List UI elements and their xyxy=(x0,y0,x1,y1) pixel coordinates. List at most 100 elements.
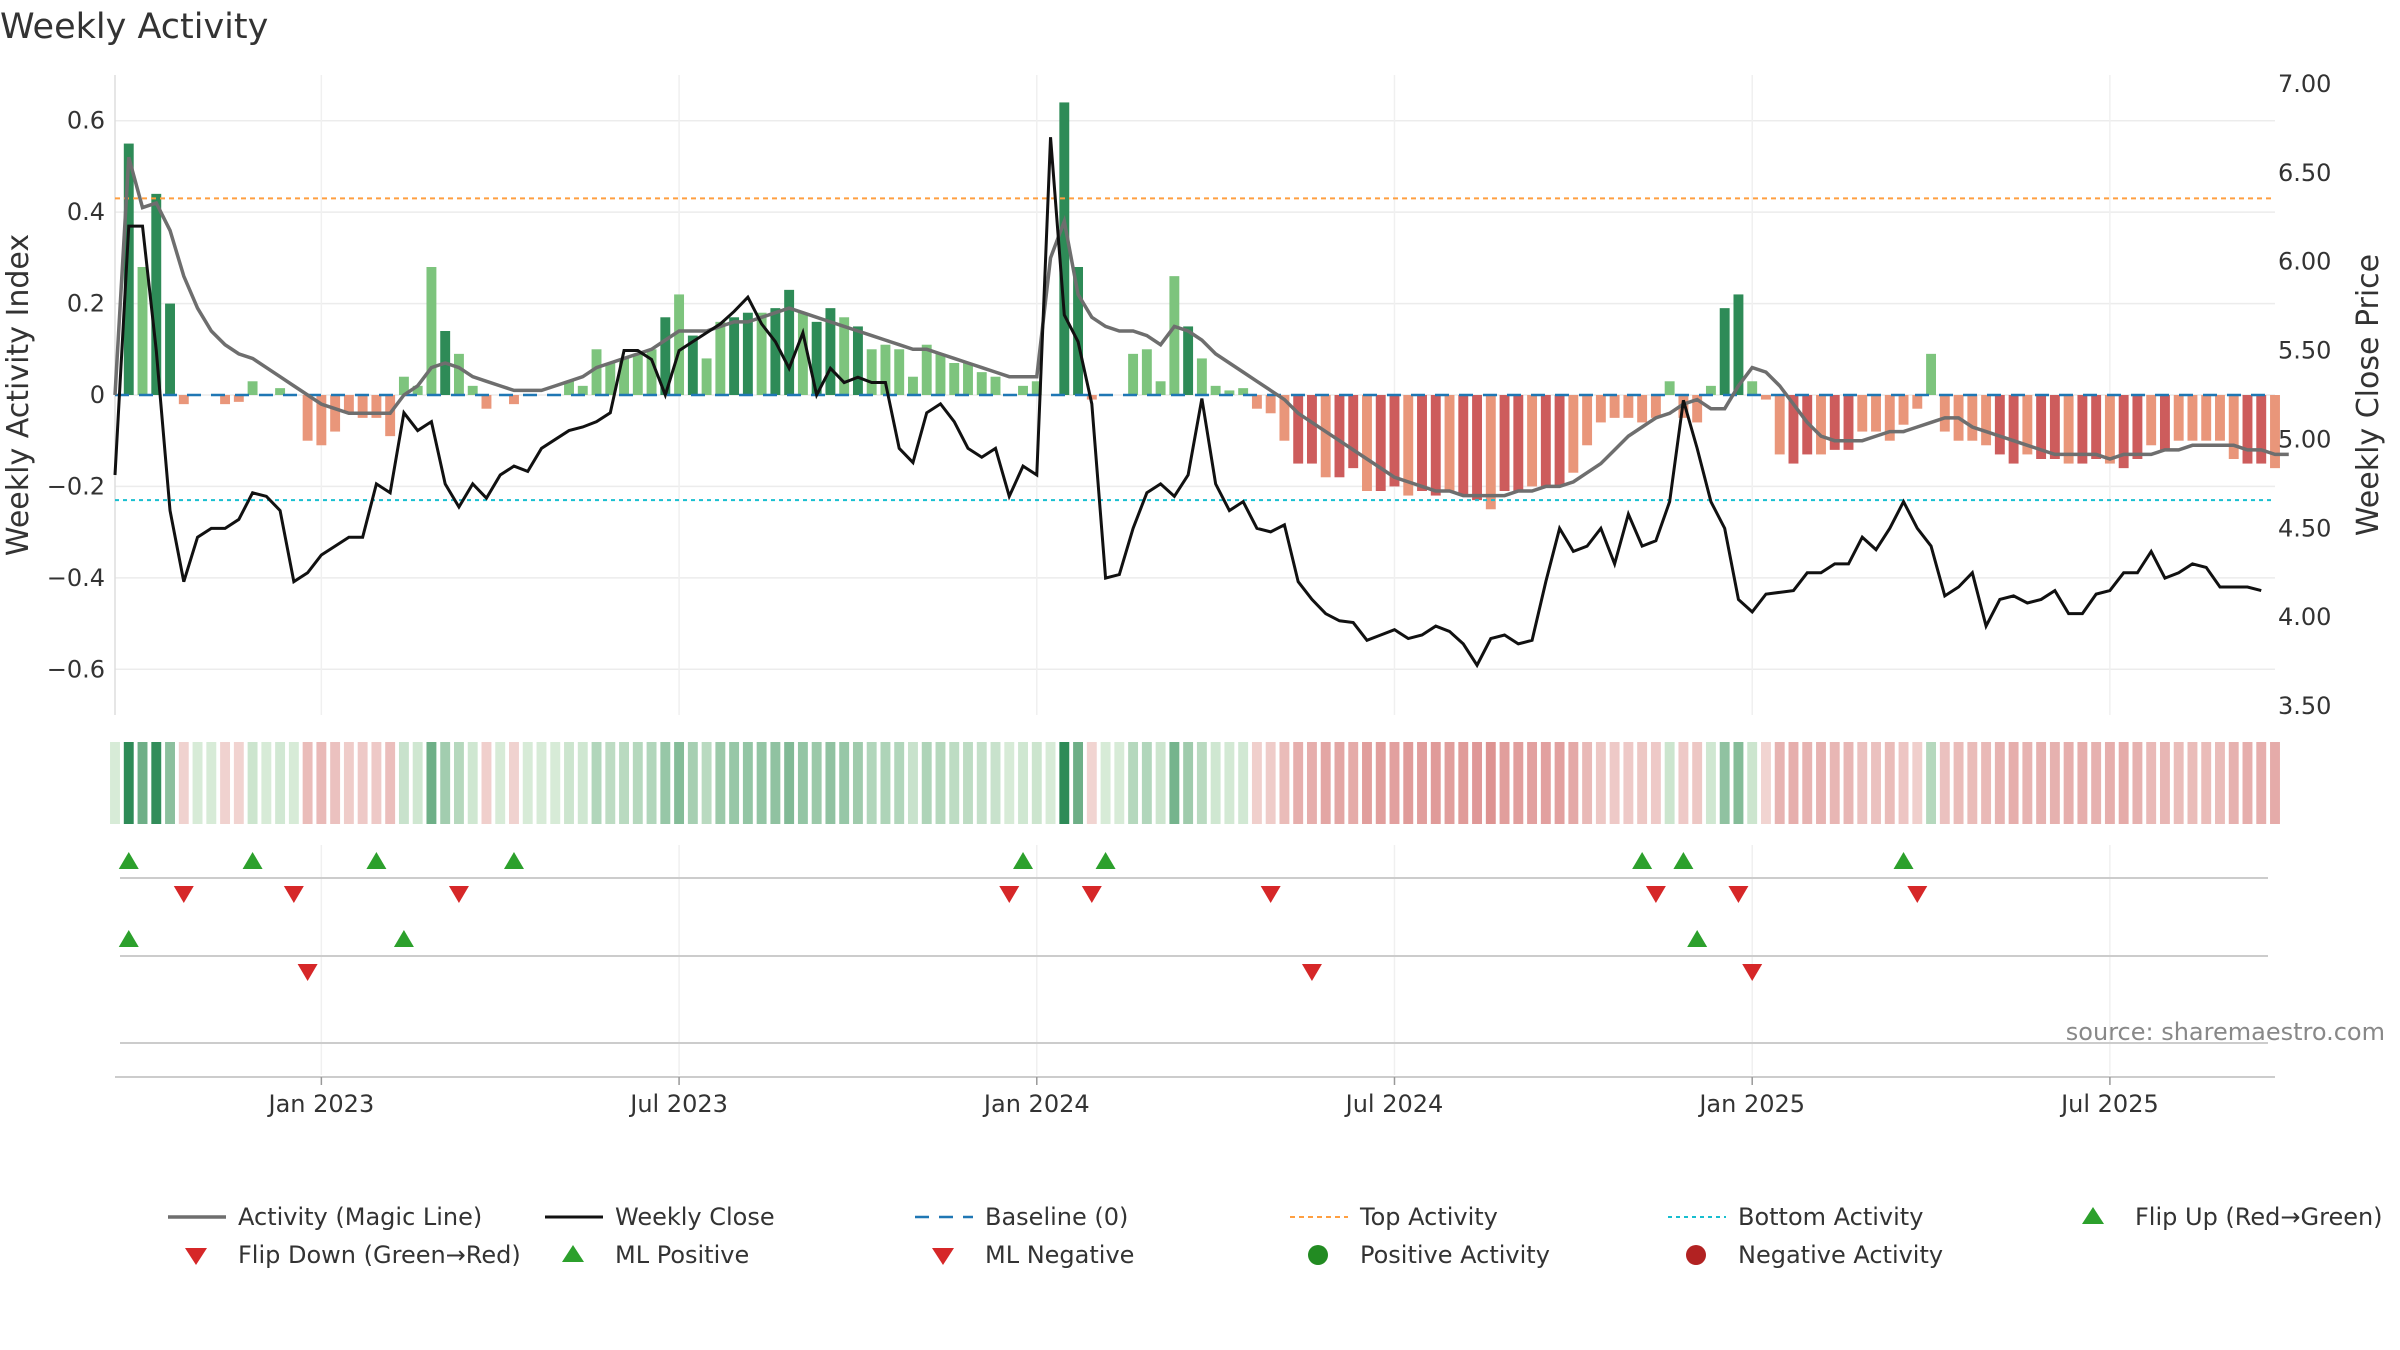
activity-bar xyxy=(1031,381,1042,395)
activity-bar xyxy=(1994,395,2005,455)
strip-cell xyxy=(2063,742,2074,824)
activity-bar xyxy=(1939,395,1950,432)
legend-label: Flip Up (Red→Green) xyxy=(2135,1203,2383,1231)
activity-bar xyxy=(412,385,423,395)
activity-bar xyxy=(605,363,616,395)
activity-bar xyxy=(1857,395,1868,432)
strip-cell xyxy=(123,742,134,824)
activity-bar xyxy=(646,349,657,395)
strip-cell xyxy=(1788,742,1799,824)
legend-label: Top Activity xyxy=(1359,1203,1498,1231)
strip-cell xyxy=(440,742,451,824)
strip-cell xyxy=(2187,742,2198,824)
strip-cell xyxy=(481,742,492,824)
strip-cell xyxy=(1568,742,1579,824)
activity-bar xyxy=(1430,395,1441,496)
strip-cell xyxy=(151,742,162,824)
activity-bar xyxy=(509,395,519,405)
activity-bar xyxy=(990,376,1001,395)
activity-bar xyxy=(591,349,602,395)
strip-cell xyxy=(233,742,244,824)
strip-cell xyxy=(357,742,368,824)
activity-bar xyxy=(2104,395,2115,464)
flip-up-marker xyxy=(1673,852,1694,869)
strip-cell xyxy=(467,742,478,824)
legend-label: Baseline (0) xyxy=(985,1203,1128,1231)
activity-bar xyxy=(2036,395,2047,459)
strip-cell xyxy=(1871,742,1881,824)
activity-bar xyxy=(674,294,685,395)
activity-bar xyxy=(1967,395,1978,441)
magic-line-series xyxy=(113,156,2289,498)
activity-bar xyxy=(1540,395,1551,487)
strip-cell xyxy=(1018,742,1028,824)
strip-cell xyxy=(2228,742,2239,824)
strip-cell xyxy=(1238,742,1249,824)
strip-cell xyxy=(165,742,175,824)
strip-cell xyxy=(1100,742,1111,824)
activity-bar xyxy=(2201,395,2212,441)
activity-bar xyxy=(1719,308,1730,395)
strip-cell xyxy=(192,742,203,824)
strip-cell xyxy=(1128,742,1139,824)
strip-cell xyxy=(1719,742,1730,824)
activity-bar xyxy=(302,395,313,441)
activity-bar xyxy=(1774,395,1785,455)
strip-cell xyxy=(605,742,616,824)
activity-bar xyxy=(385,395,396,437)
strip-cell xyxy=(453,742,464,824)
activity-bar xyxy=(1761,395,1771,400)
activity-bar xyxy=(687,335,698,395)
activity-bar xyxy=(220,395,231,405)
strip-cell xyxy=(1169,742,1180,824)
strip-cell xyxy=(1141,742,1152,824)
strip-cell xyxy=(1664,742,1675,824)
strip-cell xyxy=(1774,742,1785,824)
strip-cell xyxy=(1637,742,1648,824)
strip-cell xyxy=(1430,742,1441,824)
strip-cell xyxy=(1953,742,1964,824)
activity-bar xyxy=(2270,395,2280,469)
strip-cell xyxy=(591,742,602,824)
legend-label: Negative Activity xyxy=(1738,1241,1943,1269)
chart-title: Weekly Activity xyxy=(0,7,268,47)
activity-bar xyxy=(921,344,932,395)
y2-tick-label: 7.00 xyxy=(2278,70,2331,98)
strip-cell xyxy=(1472,742,1482,824)
activity-bar xyxy=(1485,395,1496,510)
strip-cell xyxy=(990,742,1001,824)
legend-symbol xyxy=(932,1248,954,1265)
strip-cell xyxy=(1623,742,1634,824)
strip-cell xyxy=(2173,742,2184,824)
x-tick-label: Jul 2025 xyxy=(2059,1090,2159,1118)
activity-bar xyxy=(1417,395,1427,491)
strip-cell xyxy=(564,742,574,824)
activity-bar xyxy=(2049,395,2060,459)
strip-cell xyxy=(1912,742,1923,824)
activity-bar xyxy=(1224,390,1235,395)
activity-bar xyxy=(852,326,863,395)
strip-cell xyxy=(2201,742,2212,824)
activity-bar xyxy=(1788,395,1799,464)
activity-bar xyxy=(619,358,629,395)
activity-bar xyxy=(1664,381,1675,395)
strip-cell xyxy=(1306,742,1317,824)
strip-cell xyxy=(1251,742,1262,824)
strip-cell xyxy=(880,742,891,824)
activity-bar xyxy=(1458,395,1469,496)
activity-bar xyxy=(1169,276,1180,395)
activity-bar xyxy=(247,381,258,395)
activity-bar xyxy=(330,395,341,432)
activity-bar xyxy=(1128,353,1139,395)
strip-cell xyxy=(908,742,918,824)
x-tick-label: Jul 2023 xyxy=(628,1090,728,1118)
ml-positive-marker xyxy=(393,930,414,947)
ml-negative-marker xyxy=(1301,964,1322,981)
activity-bar xyxy=(1884,395,1895,441)
activity-bar xyxy=(2242,395,2253,464)
weekly-close-series xyxy=(113,137,2262,669)
activity-bar xyxy=(165,303,175,395)
activity-bar xyxy=(2077,395,2088,464)
strip-cell xyxy=(1417,742,1427,824)
